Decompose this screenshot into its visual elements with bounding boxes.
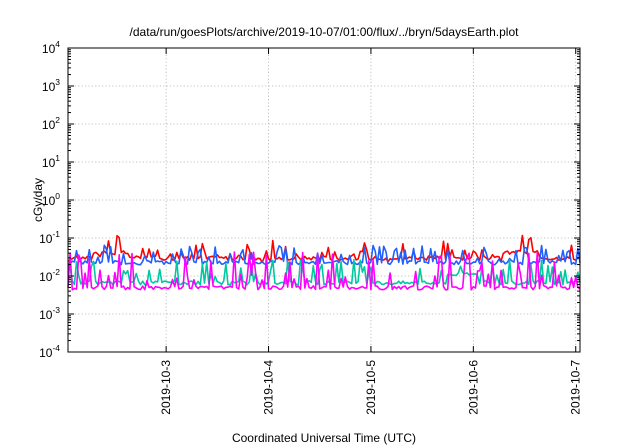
series-layer: [67, 234, 581, 291]
x-tick-label: 2019-10-6: [466, 360, 480, 415]
y-tick-label: 100: [42, 191, 60, 208]
y-tick-label: 10-2: [39, 267, 60, 284]
series-line: [67, 234, 581, 264]
x-axis-label: Coordinated Universal Time (UTC): [232, 431, 416, 445]
y-tick-label: 10-3: [39, 305, 60, 322]
y-axis: 10-4 10-3 10-2 10-1 100 101 102 103 104: [39, 39, 580, 360]
y-axis-label: cGy/day: [31, 178, 45, 222]
x-axis: 2019-10-3 2019-10-4 2019-10-5 2019-10-6 2019…: [159, 48, 583, 415]
y-tick-label: 101: [42, 153, 60, 170]
x-tick-label: 2019-10-5: [364, 360, 378, 415]
grid: [68, 48, 580, 352]
y-tick-label: 10-1: [39, 229, 60, 246]
x-tick-label: 2019-10-7: [569, 360, 583, 415]
series-line: [67, 244, 581, 266]
y-tick-label: 102: [42, 115, 60, 132]
y-tick-label: 104: [42, 39, 60, 56]
x-tick-label: 2019-10-4: [262, 360, 276, 415]
x-tick-label: 2019-10-3: [159, 360, 173, 415]
chart-title: /data/run/goesPlots/archive/2019-10-07/0…: [130, 25, 520, 39]
series-line: [67, 251, 581, 291]
y-tick-label: 10-4: [39, 343, 60, 360]
y-tick-label: 103: [42, 77, 60, 94]
